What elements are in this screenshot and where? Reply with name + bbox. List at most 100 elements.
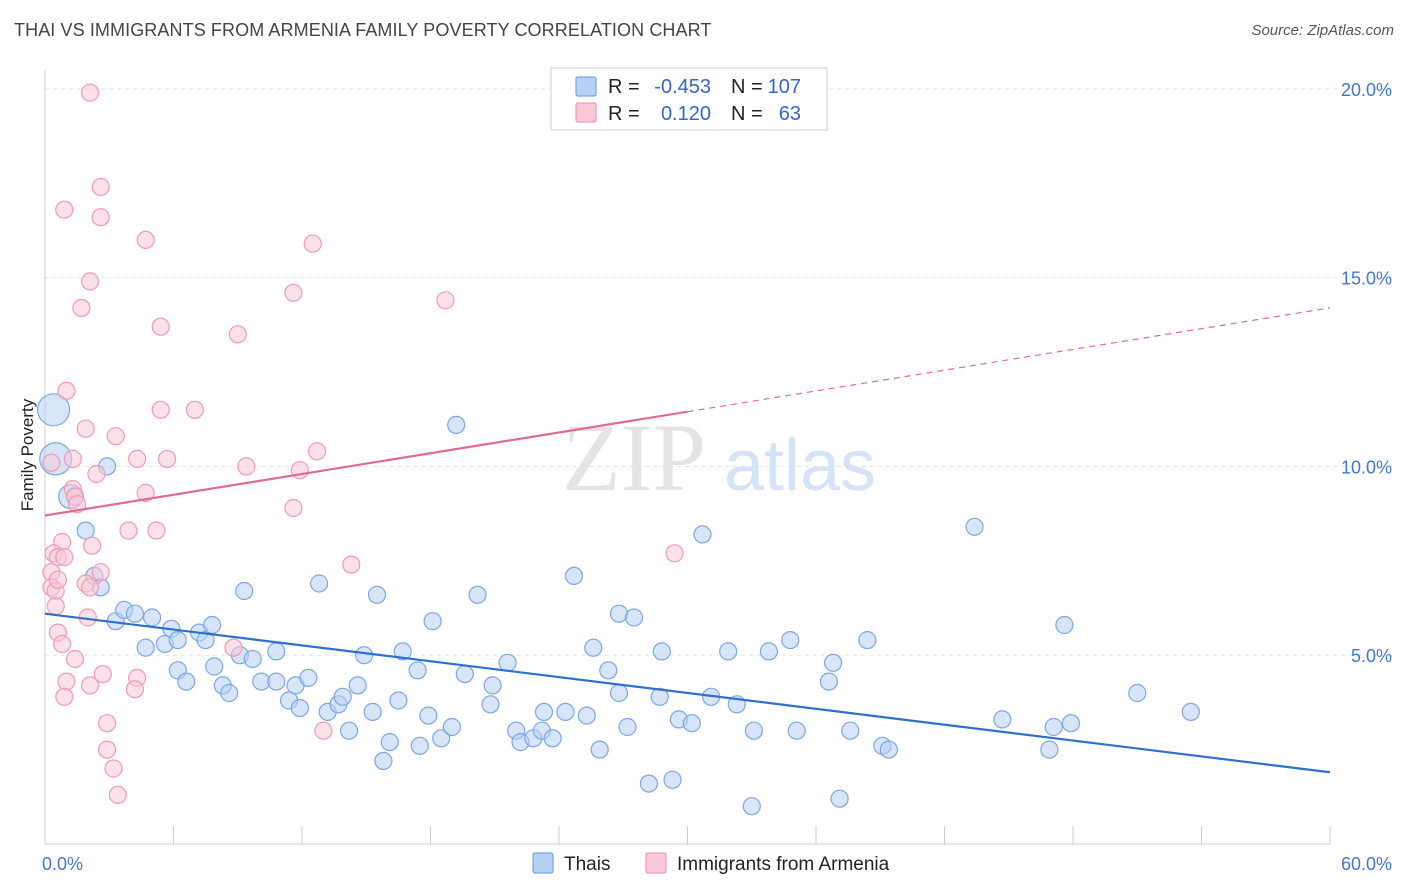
point-thais-72 (609, 683, 629, 703)
point-armenia-52 (80, 676, 100, 695)
point-armenia-29 (119, 521, 138, 540)
chart-source: Source: ZipAtlas.com (1251, 22, 1394, 39)
point-thais-71 (609, 604, 629, 623)
point-armenia-16 (106, 427, 125, 446)
point-thais-54 (455, 664, 474, 684)
point-armenia-2 (55, 200, 74, 219)
point-armenia-30 (147, 521, 166, 540)
watermark-atlas: atlas (724, 426, 876, 506)
gridlines (45, 88, 1392, 656)
point-thais-93 (841, 721, 860, 740)
point-thais-20 (203, 615, 222, 635)
point-thais-28 (267, 672, 286, 691)
point-armenia-23 (307, 442, 327, 461)
point-armenia-39 (91, 563, 110, 582)
point-thais-40 (355, 646, 374, 665)
point-thais-80 (682, 714, 701, 733)
y-tick-labels: 5.0% 10.0% 15.0% 20.0% (1341, 80, 1392, 666)
point-armenia-18 (158, 449, 177, 468)
point-thais-100 (1044, 717, 1063, 737)
point-thais-99 (1040, 740, 1059, 759)
stats-legend-r-label-thais: R = (608, 76, 640, 98)
point-thais-83 (719, 642, 738, 661)
y-axis-title: Family Poverty (18, 398, 37, 511)
trend-lines (44, 307, 1331, 774)
series-legend-swatch-armenia (645, 852, 667, 874)
point-armenia-54 (55, 687, 74, 706)
point-armenia-19 (63, 449, 82, 468)
point-armenia-55 (97, 714, 117, 733)
point-armenia-58 (108, 785, 127, 805)
point-thais-32 (290, 698, 309, 718)
point-armenia-14 (185, 400, 204, 419)
point-thais-70 (599, 661, 618, 680)
point-thais-45 (389, 691, 408, 710)
point-armenia-25 (136, 483, 155, 502)
point-armenia-12 (57, 381, 76, 400)
point-thais-103 (1128, 683, 1147, 703)
point-thais-65 (556, 702, 575, 722)
point-thais-5 (76, 521, 95, 540)
stats-legend-box (550, 67, 828, 131)
point-thais-29 (267, 642, 286, 661)
point-thais-64 (543, 729, 562, 748)
point-thais-96 (879, 740, 898, 759)
point-thais-73 (618, 717, 637, 737)
point-thais-23 (220, 683, 239, 703)
point-armenia-13 (151, 400, 170, 419)
point-thais-69 (590, 740, 609, 759)
point-thais-90 (819, 672, 839, 691)
point-armenia-48 (65, 649, 85, 669)
point-thais-26 (243, 649, 262, 669)
point-thais-25 (235, 581, 254, 601)
trend-line-armenia (44, 410, 688, 517)
point-armenia-7 (284, 283, 303, 302)
point-thais-91 (823, 653, 843, 672)
point-armenia-5 (303, 234, 322, 253)
y-tick-label-0: 5.0% (1351, 646, 1392, 666)
series-legend-swatch-thais (532, 852, 554, 874)
point-thais-43 (374, 751, 393, 771)
point-thais-86 (744, 721, 764, 740)
trend-line-thais (44, 612, 1331, 774)
point-thais-33 (299, 668, 318, 688)
trend-line-armenia-projection (687, 307, 1331, 413)
point-thais-0 (36, 393, 71, 427)
point-thais-17 (177, 672, 196, 691)
point-armenia-11 (228, 325, 247, 344)
point-thais-41 (363, 702, 382, 722)
point-armenia-1 (91, 177, 110, 197)
point-armenia-43 (80, 578, 100, 597)
point-armenia-60 (48, 570, 68, 589)
point-thais-53 (447, 415, 466, 434)
point-armenia-37 (665, 544, 684, 563)
point-thais-74 (624, 608, 644, 627)
point-thais-85 (742, 797, 761, 816)
stats-legend-r-value-armenia: 0.120 (661, 103, 711, 125)
point-armenia-0 (80, 83, 100, 102)
x-tick-label-max: 60.0% (1341, 854, 1392, 874)
point-armenia-9 (436, 291, 455, 310)
point-thais-57 (483, 676, 502, 695)
point-thais-42 (367, 585, 387, 604)
point-armenia-20 (237, 457, 256, 476)
stats-legend-swatch-thais (575, 76, 597, 97)
point-armenia-33 (82, 536, 102, 555)
point-thais-50 (423, 612, 442, 631)
series-legend-label-armenia: Immigrants from Armenia (677, 854, 890, 875)
point-thais-102 (1061, 714, 1081, 733)
stats-legend-n-value-armenia: 63 (779, 103, 801, 125)
point-thais-38 (340, 721, 359, 740)
point-armenia-47 (224, 638, 243, 657)
point-armenia-6 (80, 272, 100, 291)
point-thais-87 (759, 642, 779, 661)
point-armenia-36 (342, 555, 361, 574)
point-armenia-35 (55, 547, 74, 567)
point-thais-46 (393, 642, 412, 661)
x-tick-label-min: 0.0% (42, 854, 83, 874)
point-thais-58 (498, 653, 517, 672)
point-armenia-59 (104, 759, 123, 778)
point-armenia-4 (136, 230, 155, 249)
point-thais-81 (693, 525, 712, 544)
point-armenia-53 (125, 680, 144, 699)
